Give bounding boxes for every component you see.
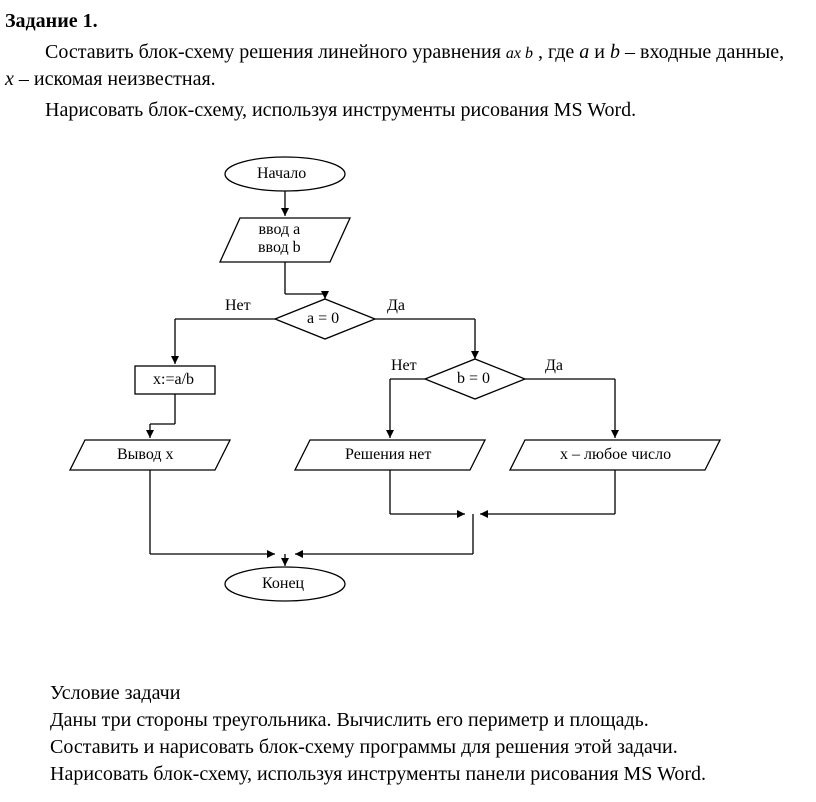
label-d1-yes: Да [387,297,405,315]
label-input: ввод a ввод b [258,221,301,257]
var-x: x [5,68,14,90]
condition-line-3: Нарисовать блок-схему, используя инструм… [50,761,770,788]
page-root: Задание 1. Составить блок-схему решения … [0,0,816,802]
flowchart: Начало ввод a ввод b a = 0 x:=a/b b = 0 … [35,154,795,644]
label-d1-no: Нет [225,297,251,315]
intro-text-1c: и [589,41,610,63]
label-d2: b = 0 [457,370,490,388]
label-proc: x:=a/b [153,371,194,389]
intro-text-1b: , где [533,41,579,63]
label-out3: x – любое число [560,446,671,464]
label-out2: Решения нет [345,446,431,464]
task-title: Задание 1. [5,10,796,33]
var-b: b [610,41,620,63]
label-start: Начало [257,165,306,183]
label-d2-yes: Да [545,357,563,375]
intro-paragraph-2: Нарисовать блок-схему, используя инструм… [5,97,796,124]
label-d2-no: Нет [391,357,417,375]
label-d1: a = 0 [307,310,339,328]
condition-line-1: Даны три стороны треугольника. Вычислить… [50,707,770,734]
label-out1: Вывод x [117,446,174,464]
intro-text-1a: Составить блок-схему решения линейного у… [45,41,506,63]
intro-text-1e: – искомая неизвестная. [14,68,216,90]
intro-text-1d: – входные данные, [620,41,784,63]
intro-paragraph-1: Составить блок-схему решения линейного у… [5,39,796,93]
condition-line-2: Составить и нарисовать блок-схему програ… [50,734,770,761]
flowchart-svg [35,154,795,644]
condition-block: Условие задачи Даны три стороны треуголь… [50,680,770,788]
label-end: Конец [262,575,304,593]
equation-text: ax b [506,45,533,62]
condition-title: Условие задачи [50,680,770,707]
var-a: a [579,41,589,63]
